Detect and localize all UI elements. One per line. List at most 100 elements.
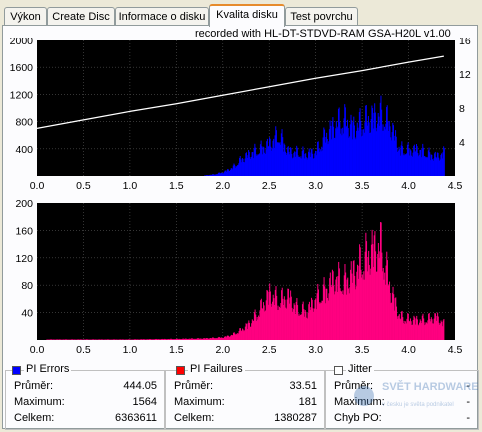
bar [368, 250, 370, 340]
bar [403, 153, 405, 176]
bar [158, 339, 160, 340]
bar [302, 146, 304, 176]
bar [396, 147, 398, 176]
bar [180, 339, 182, 340]
bar [222, 173, 224, 176]
bar [287, 288, 289, 340]
bar [276, 309, 278, 340]
bar [338, 268, 340, 340]
pi-errors-avg-label: Průměr: [14, 380, 54, 392]
bar [309, 310, 311, 340]
bar [201, 338, 203, 340]
bar [145, 339, 147, 340]
tab-test-povrchu[interactable]: Test povrchu [285, 7, 358, 26]
bar [304, 153, 306, 176]
bar [320, 303, 322, 340]
bar [282, 298, 284, 340]
tab-kvalita-disku[interactable]: Kvalita disku [209, 4, 285, 27]
bar [350, 114, 352, 176]
bar [238, 163, 240, 176]
speed-tick-label: 4 [459, 137, 465, 149]
bar [323, 127, 325, 176]
bar [367, 257, 369, 340]
bar [212, 337, 214, 340]
bar [189, 338, 191, 340]
tab-vykon[interactable]: Výkon [4, 7, 47, 26]
bar [429, 152, 431, 176]
bar [416, 319, 418, 340]
bar [223, 172, 225, 176]
bar [259, 153, 261, 176]
bar [319, 149, 321, 176]
bar [429, 160, 431, 176]
bar [283, 296, 285, 340]
bar [227, 335, 229, 340]
bar [280, 302, 282, 340]
bar [358, 130, 360, 176]
bar [107, 339, 109, 340]
bar [325, 136, 327, 176]
bar [331, 121, 333, 176]
bar [336, 128, 338, 176]
bar [108, 339, 110, 340]
bar [405, 321, 407, 340]
bar [426, 156, 428, 176]
bar [183, 338, 185, 340]
bar [366, 241, 368, 340]
bar [215, 174, 217, 176]
bar [441, 153, 443, 176]
pi-errors-bars [204, 95, 445, 176]
tab-create-disc[interactable]: Create Disc [47, 7, 115, 26]
bar [317, 283, 319, 340]
bar [433, 318, 435, 340]
pi-failures-legend-swatch [176, 366, 185, 375]
bar [242, 328, 244, 340]
bar [97, 339, 99, 340]
bar [269, 138, 271, 176]
bar [305, 157, 307, 176]
jitter-legend-swatch [334, 366, 343, 375]
bar [206, 175, 208, 176]
bar [373, 112, 375, 176]
bar [301, 150, 303, 176]
bar [190, 338, 192, 340]
bar [395, 297, 397, 340]
bar [362, 135, 364, 176]
bar [209, 174, 211, 176]
tab-informace-o-disku[interactable]: Informace o disku [115, 7, 209, 26]
pi-errors-x-axis: 0.0 0.5 1.0 1.5 2.0 2.5 3.0 3.5 4.0 4.5 [30, 180, 463, 192]
bar [271, 150, 273, 176]
bar [400, 145, 402, 176]
bar [393, 294, 395, 340]
bar [178, 338, 180, 340]
bar [430, 317, 432, 340]
bar [264, 311, 266, 340]
bar [300, 314, 302, 340]
bar [114, 339, 116, 340]
bar [401, 141, 403, 176]
bar [419, 319, 421, 340]
bar [282, 151, 284, 176]
bar [421, 148, 423, 176]
bar [218, 172, 220, 176]
bar [295, 301, 297, 340]
bar [311, 297, 313, 340]
bar [312, 153, 314, 176]
bar [266, 289, 268, 340]
bar [259, 144, 261, 176]
bar [277, 142, 279, 176]
bar [229, 336, 231, 340]
bar [395, 130, 397, 176]
bar [262, 302, 264, 340]
bar [262, 146, 264, 176]
bar [275, 126, 277, 176]
bar [170, 338, 172, 340]
x-tick-label: 0.0 [30, 180, 45, 192]
bar [216, 338, 218, 340]
bar [285, 308, 287, 340]
bar [315, 155, 317, 176]
bar [253, 148, 255, 176]
bar [250, 156, 252, 176]
bar [375, 271, 377, 340]
bar [72, 339, 74, 340]
